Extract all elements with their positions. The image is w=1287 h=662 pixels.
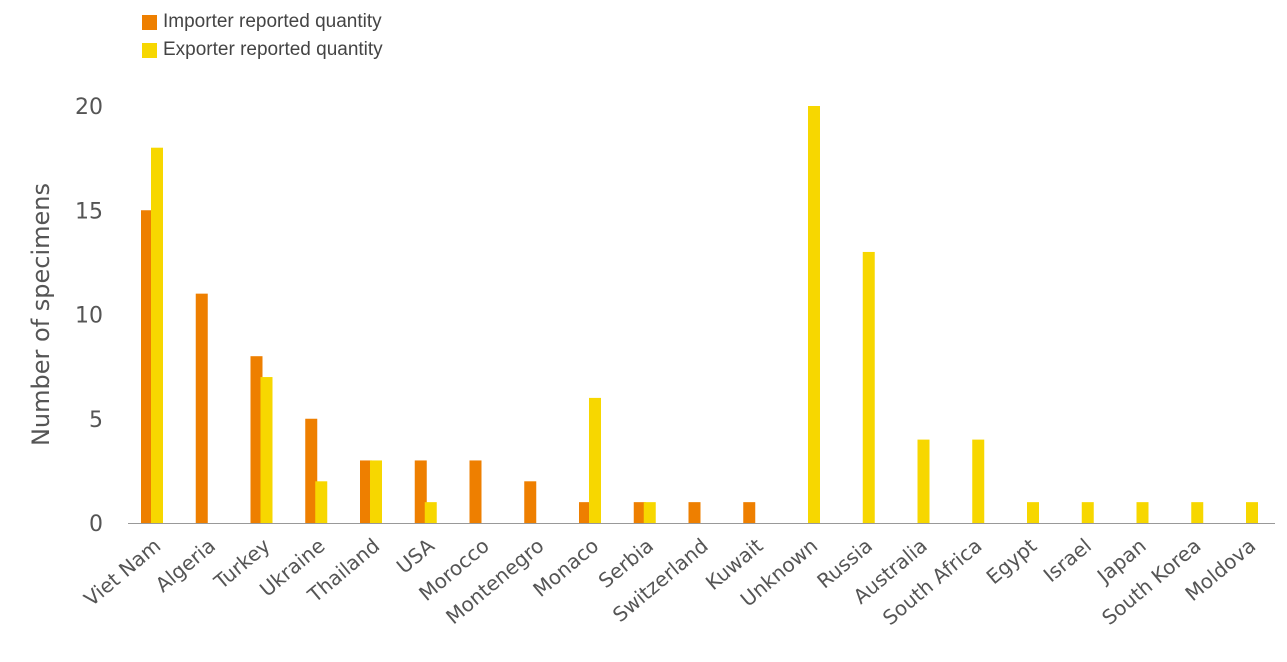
legend-swatch-exporter bbox=[142, 42, 157, 58]
legend-item-exporter: Exporter reported quantity bbox=[142, 36, 383, 64]
y-tick-label: 15 bbox=[75, 199, 103, 224]
x-tick-label: Egypt bbox=[982, 533, 1042, 589]
y-tick-label: 0 bbox=[89, 512, 103, 537]
x-tick-label: Algeria bbox=[151, 533, 220, 597]
bar-exporter-japan bbox=[1136, 502, 1149, 523]
bar-exporter-monaco bbox=[589, 397, 601, 523]
x-tick-label: Israel bbox=[1039, 533, 1096, 587]
bar-exporter-viet-nam bbox=[151, 147, 163, 523]
legend-label-exporter: Exporter reported quantity bbox=[163, 39, 383, 60]
bar-importer-viet-nam bbox=[141, 210, 153, 523]
bar-importer-algeria bbox=[195, 293, 208, 523]
bar-exporter-thailand bbox=[370, 460, 382, 523]
legend: Importer reported quantity Exporter repo… bbox=[142, 8, 383, 64]
bar-importer-switzerland bbox=[688, 502, 701, 523]
y-axis-label: Number of specimens bbox=[27, 183, 55, 446]
bar-importer-kuwait bbox=[743, 502, 756, 523]
bar-exporter-unknown bbox=[808, 106, 820, 523]
legend-swatch-importer bbox=[142, 14, 157, 30]
bar-importer-usa bbox=[414, 460, 427, 523]
bar-exporter-usa bbox=[424, 502, 437, 523]
bar-exporter-serbia bbox=[643, 502, 656, 523]
bar-importer-montenegro bbox=[524, 481, 537, 523]
y-tick-label: 20 bbox=[75, 95, 103, 120]
bar-exporter-south-africa bbox=[972, 439, 985, 523]
legend-item-importer: Importer reported quantity bbox=[142, 8, 383, 36]
bar-importer-morocco bbox=[469, 460, 482, 523]
bar-exporter-russia bbox=[862, 251, 875, 523]
bar-exporter-israel bbox=[1081, 502, 1094, 523]
bar-importer-turkey bbox=[250, 356, 263, 523]
bar-importer-thailand bbox=[360, 460, 372, 523]
bar-exporter-australia bbox=[917, 439, 930, 523]
x-tick-label: Viet Nam bbox=[79, 533, 165, 611]
bar-exporter-ukraine bbox=[315, 481, 328, 523]
y-tick-label: 5 bbox=[89, 408, 103, 433]
bar-importer-serbia bbox=[633, 502, 646, 523]
y-tick-label: 10 bbox=[75, 304, 103, 329]
bar-importer-ukraine bbox=[305, 418, 318, 523]
bar-importer-monaco bbox=[579, 502, 591, 523]
bar-exporter-egypt bbox=[1027, 502, 1039, 523]
bar-exporter-south-korea bbox=[1191, 502, 1204, 523]
bar-exporter-turkey bbox=[260, 377, 273, 523]
bar-exporter-moldova bbox=[1246, 502, 1258, 523]
legend-label-importer: Importer reported quantity bbox=[163, 11, 382, 32]
